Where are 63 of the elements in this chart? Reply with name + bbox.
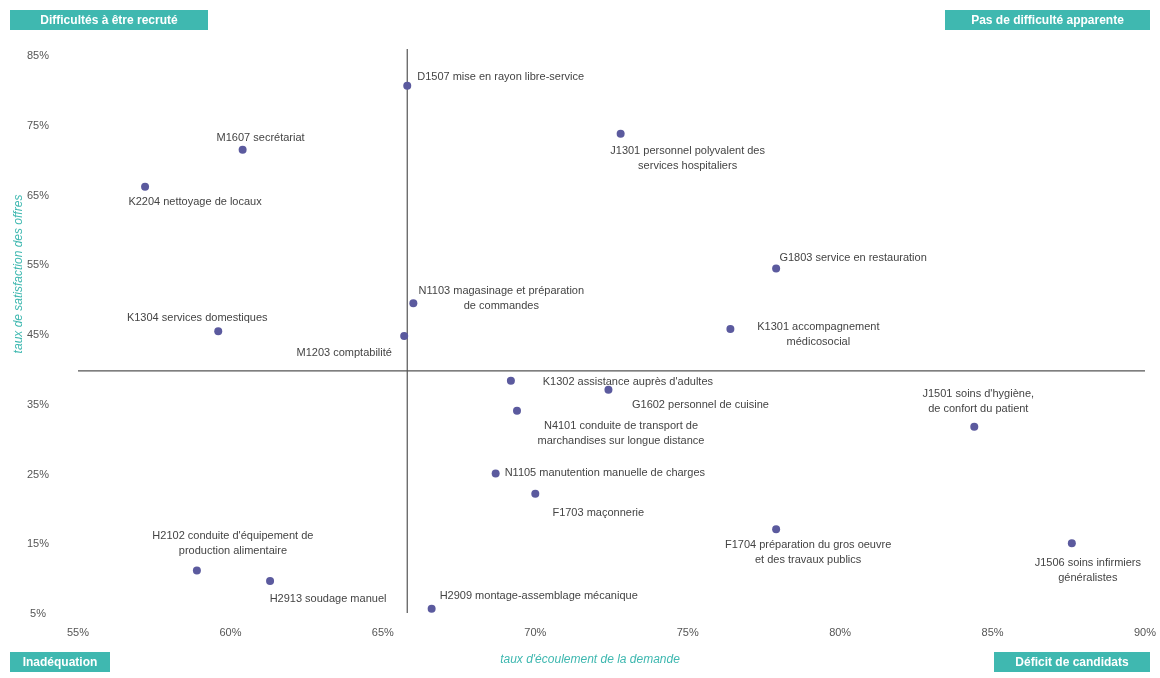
annotation: D1507 mise en rayon libre-service xyxy=(417,69,585,82)
y-tick-label: 75% xyxy=(26,118,50,131)
point xyxy=(409,299,418,308)
x-axis-title: taux d'écoulement de la demande xyxy=(500,652,681,666)
point xyxy=(427,604,436,613)
y-tick-label: 85% xyxy=(26,49,50,61)
point xyxy=(772,264,781,273)
point xyxy=(403,81,412,90)
point xyxy=(512,406,521,415)
point xyxy=(266,576,275,585)
x-tick-label: 90% xyxy=(1133,626,1157,638)
annotation: J1501 soins d'hygiène, de confort du patient xyxy=(922,387,1035,415)
point xyxy=(531,489,540,498)
point xyxy=(970,422,979,431)
y-tick-label: 5% xyxy=(30,607,47,619)
point xyxy=(726,325,735,334)
point xyxy=(400,332,409,341)
annotation: N1103 magasinage et préparation de commandes xyxy=(418,283,585,311)
annotation: M1203 comptabilité xyxy=(296,346,392,359)
text: Déficit de candidats xyxy=(1015,655,1129,669)
x-tick-label: 85% xyxy=(981,626,1004,638)
point xyxy=(1067,539,1076,548)
x-tick-label: 65% xyxy=(371,626,395,638)
x-tick-label: 70% xyxy=(524,626,547,638)
annotation: N1105 manutention manuelle de charges xyxy=(504,465,706,478)
x-tick-label: 80% xyxy=(829,626,852,638)
annotation: M1607 secrétariat xyxy=(216,130,305,143)
y-tick-label: 45% xyxy=(26,328,50,340)
x-tick-label: 55% xyxy=(66,626,90,638)
annotation: N4101 conduite de transport de marchandises sur longue distance xyxy=(537,419,705,447)
annotation: K1301 accompagnement médicosocial xyxy=(757,319,880,347)
annotation: F1704 préparation du gros oeuvre et des travaux publics xyxy=(724,537,892,565)
annotation: H2102 conduite d'équipement de production alimentaire xyxy=(152,528,314,556)
point xyxy=(506,376,515,385)
point xyxy=(238,145,247,154)
annotation: J1506 soins infirmiers généralistes xyxy=(1034,555,1142,583)
annotation: K1302 assistance auprès d'adultes xyxy=(542,374,714,387)
annotation: K2204 nettoyage de locaux xyxy=(128,194,263,207)
point xyxy=(491,469,500,478)
point xyxy=(141,182,150,191)
y-tick-label: 65% xyxy=(26,188,50,201)
y-tick-label: 25% xyxy=(26,467,50,480)
point xyxy=(772,525,781,534)
annotation: H2913 soudage manuel xyxy=(269,591,387,604)
annotation: K1304 services domestiques xyxy=(126,311,269,324)
text: Pas de difficulté apparente xyxy=(971,13,1125,27)
point xyxy=(616,129,625,138)
y-tick-label: 55% xyxy=(26,258,50,271)
point xyxy=(604,385,613,394)
point xyxy=(214,327,223,336)
annotation: G1602 personnel de cuisine xyxy=(631,397,769,410)
x-tick-label: 75% xyxy=(676,626,699,638)
annotation: H2909 montage-assemblage mécanique xyxy=(439,588,638,601)
y-tick-label: 35% xyxy=(26,397,50,410)
annotation: F1703 maçonnerie xyxy=(552,505,645,518)
annotation: J1301 personnel polyvalent des services hospitaliers xyxy=(610,144,766,172)
x-tick-label: 60% xyxy=(219,626,242,638)
annotation: G1803 service en restauration xyxy=(779,251,927,264)
y-axis-title: taux de satisfaction des offres xyxy=(11,194,25,354)
y-tick-label: 15% xyxy=(26,537,50,550)
point xyxy=(192,566,201,575)
text: Difficultés à être recruté xyxy=(40,13,179,27)
text: Inadéquation xyxy=(22,655,98,669)
